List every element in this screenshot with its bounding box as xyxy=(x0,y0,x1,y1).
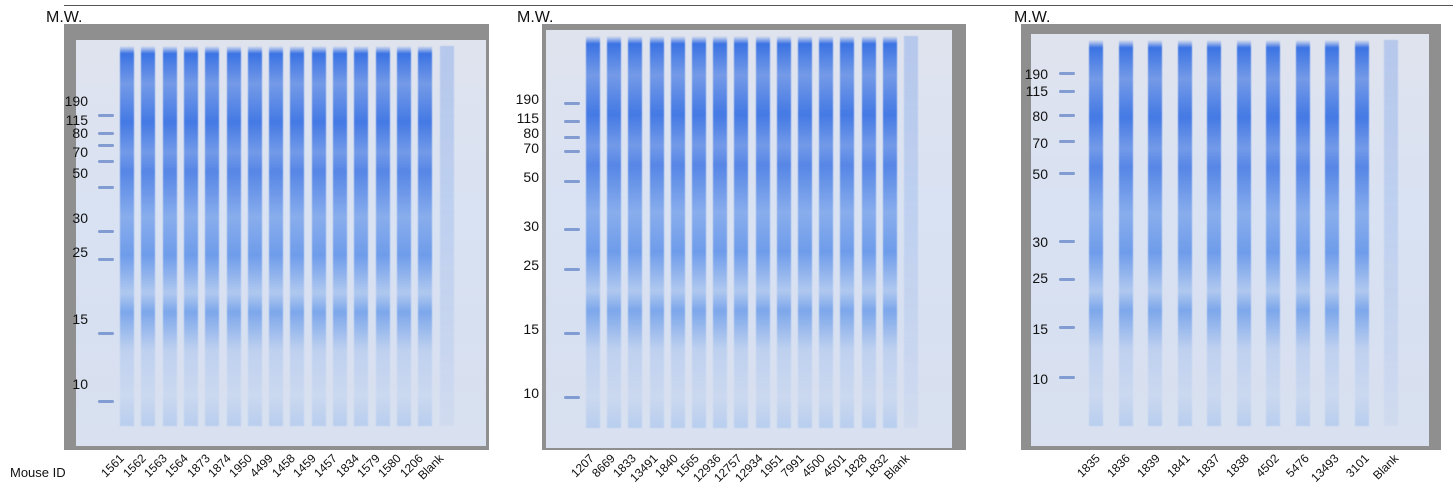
lane-id-label: 1835 xyxy=(1074,451,1104,481)
mw-marker-label: 115 xyxy=(516,110,539,126)
gel-lane xyxy=(205,46,220,426)
mouse-id-label: Mouse ID xyxy=(10,465,66,480)
lane-id-label: 1873 xyxy=(183,451,213,481)
gel-lane xyxy=(904,36,918,428)
lane-id-label: 4502 xyxy=(1253,451,1283,481)
top-rule xyxy=(64,5,1453,6)
gel-lane xyxy=(1266,40,1280,426)
mw-marker-label: 15 xyxy=(1032,321,1048,337)
mw-marker-label: 25 xyxy=(523,257,539,273)
mw-marker-label: 25 xyxy=(1032,270,1048,286)
lane-id-label: 1457 xyxy=(311,451,341,481)
lane-id-label: 1561 xyxy=(98,451,128,481)
gel-2 xyxy=(546,30,952,448)
gel-lane xyxy=(1236,40,1251,426)
gel-lane xyxy=(333,46,347,426)
mw-marker-label: 30 xyxy=(1032,234,1048,250)
mw-marker-label: 190 xyxy=(515,91,539,107)
mw-marker-label: 80 xyxy=(1032,108,1048,124)
mw-header-1: M.W. xyxy=(46,9,83,26)
lane-id-label: 3101 xyxy=(1342,451,1372,481)
gel-lane xyxy=(798,36,812,428)
gel-lane xyxy=(628,36,643,428)
mw-marker-label: 190 xyxy=(1024,66,1048,82)
mw-marker-label: 50 xyxy=(523,169,539,185)
gel-lane xyxy=(755,36,770,428)
gel-panel-3 xyxy=(1021,24,1441,450)
mw-marker-label: 80 xyxy=(72,125,88,141)
mw-marker-label: 25 xyxy=(72,244,88,260)
mw-marker-label: 70 xyxy=(72,144,88,160)
gel-lane xyxy=(290,46,305,426)
gel-lane xyxy=(1177,40,1192,426)
gel-lane xyxy=(819,36,834,428)
gel-lane xyxy=(247,46,262,426)
lane-id-label: Blank xyxy=(1370,451,1402,483)
gel-lane xyxy=(354,46,369,426)
gel-lane xyxy=(311,46,326,426)
gel-lane xyxy=(1354,40,1369,426)
lane-id-label: 5476 xyxy=(1283,451,1312,481)
gel-lane xyxy=(418,46,433,426)
gel-panel-2 xyxy=(542,24,966,450)
gel-lane xyxy=(375,46,390,426)
gel-lane xyxy=(649,36,664,428)
mw-marker-label: 10 xyxy=(72,376,88,392)
lane-id-label: 1838 xyxy=(1223,451,1253,481)
gel-lane xyxy=(439,46,454,426)
mw-marker-label: 50 xyxy=(1032,166,1048,182)
gel-lane xyxy=(269,46,284,426)
mw-marker-label: 10 xyxy=(1032,371,1048,387)
gel-lane xyxy=(861,36,876,428)
lane-id-label: 13493 xyxy=(1308,451,1342,485)
gel-lane xyxy=(1148,40,1162,426)
gel-lane xyxy=(692,36,706,428)
gel-lane xyxy=(840,36,855,428)
mw-marker-label: 15 xyxy=(72,311,88,327)
lane-id-label: 1580 xyxy=(375,451,405,481)
mw-marker-label: 50 xyxy=(72,165,88,181)
mw-marker-label: 115 xyxy=(1025,83,1048,99)
mw-marker-label: 10 xyxy=(523,385,539,401)
gel-lane xyxy=(1384,40,1398,426)
mw-marker-label: 190 xyxy=(64,93,88,109)
mw-marker-label: 115 xyxy=(65,112,88,128)
lane-id-label: 1837 xyxy=(1193,451,1223,481)
gel-lane xyxy=(162,46,177,426)
mw-marker-label: 30 xyxy=(72,210,88,226)
gel-lane xyxy=(776,36,791,428)
gel-lane xyxy=(226,46,241,426)
gel-lane xyxy=(586,36,600,428)
lane-id-label: 1839 xyxy=(1134,451,1163,481)
gel-lane xyxy=(141,46,156,426)
lane-id-label: 1841 xyxy=(1163,451,1193,481)
mw-marker-label: 70 xyxy=(1032,135,1048,151)
gel-lane xyxy=(607,36,622,428)
gel-lane xyxy=(882,36,897,428)
gel-lane xyxy=(1207,40,1221,426)
gel-lane xyxy=(734,36,749,428)
gel-lane xyxy=(1295,40,1310,426)
lane-id-label: 1564 xyxy=(162,451,192,481)
mw-marker-label: 30 xyxy=(523,218,539,234)
gel-1 xyxy=(76,40,486,446)
mw-header-2: M.W. xyxy=(517,9,554,26)
gel-3 xyxy=(1031,34,1429,446)
gel-lane xyxy=(1118,40,1133,426)
lane-id-label: 1836 xyxy=(1104,451,1134,481)
gel-panel-1 xyxy=(64,24,489,450)
gel-lane xyxy=(1325,40,1339,426)
gel-lane xyxy=(396,46,411,426)
mw-marker-label: 80 xyxy=(523,125,539,141)
gel-lane xyxy=(670,36,685,428)
mw-marker-label: 15 xyxy=(523,321,539,337)
gel-lane xyxy=(713,36,728,428)
gel-lane xyxy=(120,46,134,426)
gel-lane xyxy=(183,46,198,426)
mw-marker-label: 70 xyxy=(523,140,539,156)
mw-header-3: M.W. xyxy=(1014,9,1051,26)
lane-id-label: 4499 xyxy=(247,451,277,481)
gel-lane xyxy=(1089,40,1103,426)
